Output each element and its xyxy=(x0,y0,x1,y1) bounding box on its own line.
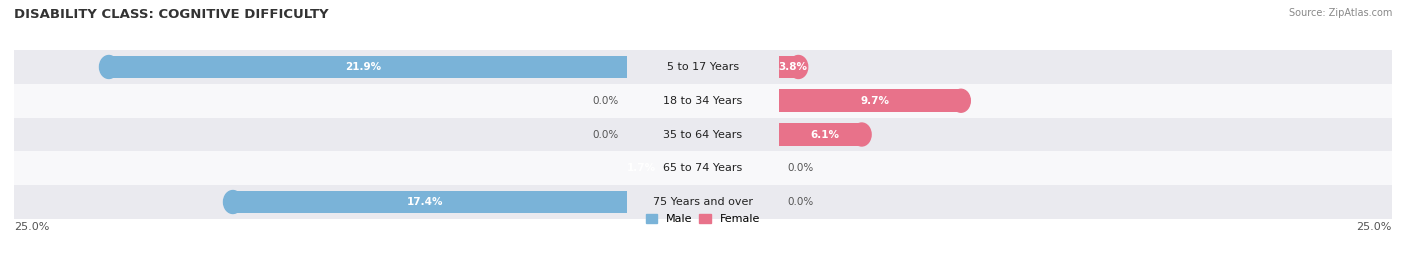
Circle shape xyxy=(952,89,970,112)
Bar xyxy=(233,190,627,214)
Bar xyxy=(14,151,1392,185)
Text: 0.0%: 0.0% xyxy=(787,163,813,173)
Text: 17.4%: 17.4% xyxy=(408,197,444,207)
Circle shape xyxy=(789,55,807,79)
Bar xyxy=(14,50,1392,84)
Bar xyxy=(779,89,960,112)
Text: 18 to 34 Years: 18 to 34 Years xyxy=(664,96,742,106)
Bar xyxy=(617,55,627,79)
Text: 5 to 17 Years: 5 to 17 Years xyxy=(666,62,740,72)
Text: 21.9%: 21.9% xyxy=(346,62,381,72)
Bar xyxy=(14,84,1392,118)
Text: 9.7%: 9.7% xyxy=(860,96,889,106)
Bar xyxy=(779,89,789,112)
Bar xyxy=(779,123,862,146)
Text: 0.0%: 0.0% xyxy=(593,96,619,106)
Text: 0.0%: 0.0% xyxy=(593,129,619,140)
Text: Source: ZipAtlas.com: Source: ZipAtlas.com xyxy=(1288,8,1392,18)
Bar xyxy=(779,123,789,146)
Text: 35 to 64 Years: 35 to 64 Years xyxy=(664,129,742,140)
Text: 1.7%: 1.7% xyxy=(627,163,657,173)
Circle shape xyxy=(224,190,242,214)
Bar xyxy=(779,55,789,79)
Bar xyxy=(14,185,1392,219)
Text: DISABILITY CLASS: COGNITIVE DIFFICULTY: DISABILITY CLASS: COGNITIVE DIFFICULTY xyxy=(14,8,329,21)
Text: 75 Years and over: 75 Years and over xyxy=(652,197,754,207)
Bar xyxy=(108,55,627,79)
Text: 3.8%: 3.8% xyxy=(779,62,808,72)
Text: 0.0%: 0.0% xyxy=(787,197,813,207)
Bar xyxy=(779,55,799,79)
Bar xyxy=(617,190,627,214)
Bar xyxy=(14,118,1392,151)
Text: 25.0%: 25.0% xyxy=(14,222,49,232)
Circle shape xyxy=(852,123,872,146)
Text: 6.1%: 6.1% xyxy=(810,129,839,140)
Legend: Male, Female: Male, Female xyxy=(641,210,765,229)
Text: 25.0%: 25.0% xyxy=(1357,222,1392,232)
Text: 65 to 74 Years: 65 to 74 Years xyxy=(664,163,742,173)
Circle shape xyxy=(100,55,118,79)
